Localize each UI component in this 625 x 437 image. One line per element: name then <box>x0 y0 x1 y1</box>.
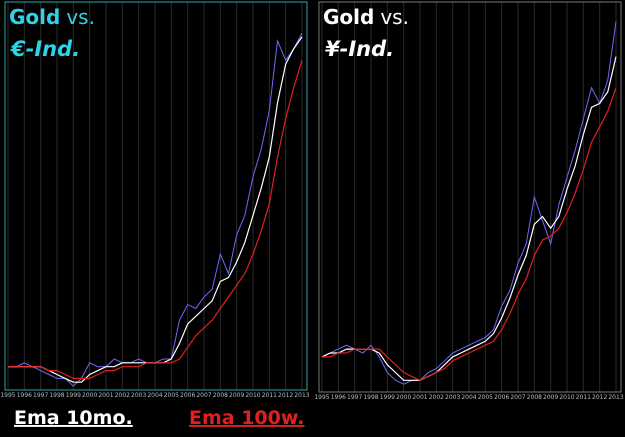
x-tick-label: 2013 <box>608 394 623 401</box>
series-line <box>322 87 617 381</box>
title-word: Gold <box>323 5 374 29</box>
x-tick-label: 2006 <box>180 392 195 399</box>
title-word: vs. <box>66 5 95 29</box>
plot-frame <box>318 1 622 393</box>
x-tick-label: 2011 <box>262 392 277 399</box>
x-tick-label: 1996 <box>331 394 346 401</box>
x-tick-label: 1995 <box>0 392 15 399</box>
chart-subtitle: €-Ind. <box>10 37 80 61</box>
series-line <box>8 60 303 379</box>
series-line <box>321 21 617 385</box>
x-tick-label: 2004 <box>147 392 162 399</box>
x-tick-label: 2001 <box>412 394 427 401</box>
x-tick-label: 2009 <box>543 394 558 401</box>
x-tick-label: 1998 <box>49 392 64 399</box>
x-tick-label: 1997 <box>33 392 48 399</box>
x-tick-label: 1999 <box>380 394 395 401</box>
x-tick-label: 2010 <box>559 394 574 401</box>
x-tick-label: 2007 <box>196 392 211 399</box>
legend-label: Ema 10mo. <box>14 407 133 429</box>
x-tick-label: 1995 <box>314 394 329 401</box>
x-tick-label: 2009 <box>229 392 244 399</box>
x-tick-label: 2003 <box>131 392 146 399</box>
x-tick-label: 2004 <box>461 394 476 401</box>
x-tick-label: 1997 <box>347 394 362 401</box>
x-tick-label: 2003 <box>445 394 460 401</box>
x-tick-label: 2000 <box>82 392 97 399</box>
x-tick-label: 2005 <box>478 394 493 401</box>
plot-frame <box>4 1 308 391</box>
x-tick-label: 2012 <box>278 392 293 399</box>
chart-subtitle: ¥-Ind. <box>325 37 394 61</box>
x-tick-label: 2006 <box>494 394 509 401</box>
x-tick-label: 2002 <box>429 394 444 401</box>
x-tick-label: 2007 <box>510 394 525 401</box>
legend-label: Ema 100w. <box>189 407 304 429</box>
chart-title: Gold vs. <box>323 5 409 29</box>
x-tick-label: 2013 <box>294 392 309 399</box>
x-tick-label: 2000 <box>396 394 411 401</box>
x-tick-label: 2005 <box>164 392 179 399</box>
x-tick-label: 2010 <box>245 392 260 399</box>
x-tick-label: 1999 <box>66 392 81 399</box>
title-word: Gold <box>9 5 60 29</box>
x-tick-label: 2008 <box>213 392 228 399</box>
x-tick-label: 2002 <box>115 392 130 399</box>
title-word: vs. <box>380 5 409 29</box>
x-tick-label: 2011 <box>576 394 591 401</box>
x-tick-label: 1998 <box>363 394 378 401</box>
chart-title: Gold vs. <box>9 5 95 29</box>
x-tick-label: 2012 <box>592 394 607 401</box>
x-tick-label: 1996 <box>17 392 32 399</box>
x-tick-label: 2008 <box>527 394 542 401</box>
x-tick-label: 2001 <box>98 392 113 399</box>
